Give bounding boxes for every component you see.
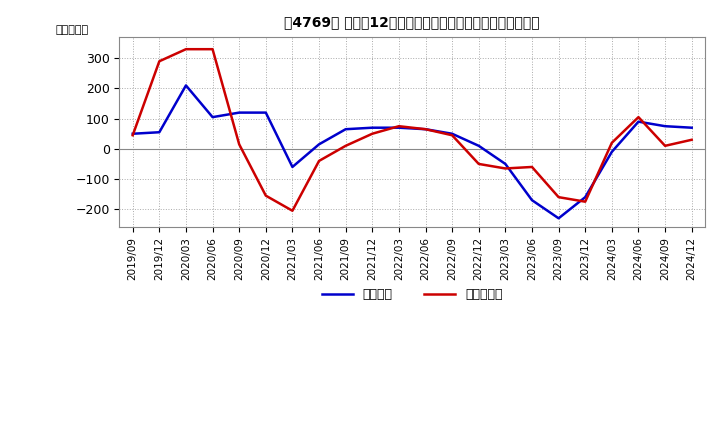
当期純利益 xyxy=(288,208,297,213)
経常利益 xyxy=(528,198,536,203)
Line: 当期純利益: 当期純利益 xyxy=(132,49,692,211)
経常利益 xyxy=(368,125,377,130)
Line: 経常利益: 経常利益 xyxy=(132,85,692,218)
経常利益 xyxy=(128,131,137,136)
Legend: 経常利益, 当期純利益: 経常利益, 当期純利益 xyxy=(322,288,503,301)
経常利益 xyxy=(315,142,323,147)
Y-axis label: （百万円）: （百万円） xyxy=(56,25,89,35)
経常利益 xyxy=(634,119,643,125)
経常利益 xyxy=(554,216,563,221)
当期純利益 xyxy=(448,132,456,138)
当期純利益 xyxy=(634,114,643,120)
当期純利益 xyxy=(368,131,377,136)
経常利益 xyxy=(501,161,510,167)
経常利益 xyxy=(155,130,163,135)
当期純利益 xyxy=(395,124,403,129)
経常利益 xyxy=(341,127,350,132)
経常利益 xyxy=(661,124,670,129)
当期純利益 xyxy=(235,142,243,147)
当期純利益 xyxy=(608,140,616,146)
当期純利益 xyxy=(155,59,163,64)
当期純利益 xyxy=(528,164,536,169)
当期純利益 xyxy=(501,166,510,171)
当期純利益 xyxy=(688,137,696,143)
当期純利益 xyxy=(661,143,670,148)
経常利益 xyxy=(208,114,217,120)
経常利益 xyxy=(235,110,243,115)
経常利益 xyxy=(181,83,190,88)
経常利益 xyxy=(581,194,590,200)
当期純利益 xyxy=(208,47,217,52)
経常利益 xyxy=(261,110,270,115)
当期純利益 xyxy=(181,47,190,52)
経常利益 xyxy=(421,127,430,132)
経常利益 xyxy=(288,164,297,169)
当期純利益 xyxy=(128,132,137,138)
当期純利益 xyxy=(315,158,323,164)
Title: ［4769］ 利益だ12か月移動合計の対前年同期増減額の推移: ［4769］ 利益だ12か月移動合計の対前年同期増減額の推移 xyxy=(284,15,540,29)
当期純利益 xyxy=(261,193,270,198)
当期純利益 xyxy=(581,199,590,204)
当期純利益 xyxy=(474,161,483,167)
経常利益 xyxy=(474,143,483,148)
当期純利益 xyxy=(554,194,563,200)
経常利益 xyxy=(448,131,456,136)
経常利益 xyxy=(688,125,696,130)
当期純利益 xyxy=(341,143,350,148)
当期純利益 xyxy=(421,127,430,132)
経常利益 xyxy=(608,149,616,154)
経常利益 xyxy=(395,125,403,130)
